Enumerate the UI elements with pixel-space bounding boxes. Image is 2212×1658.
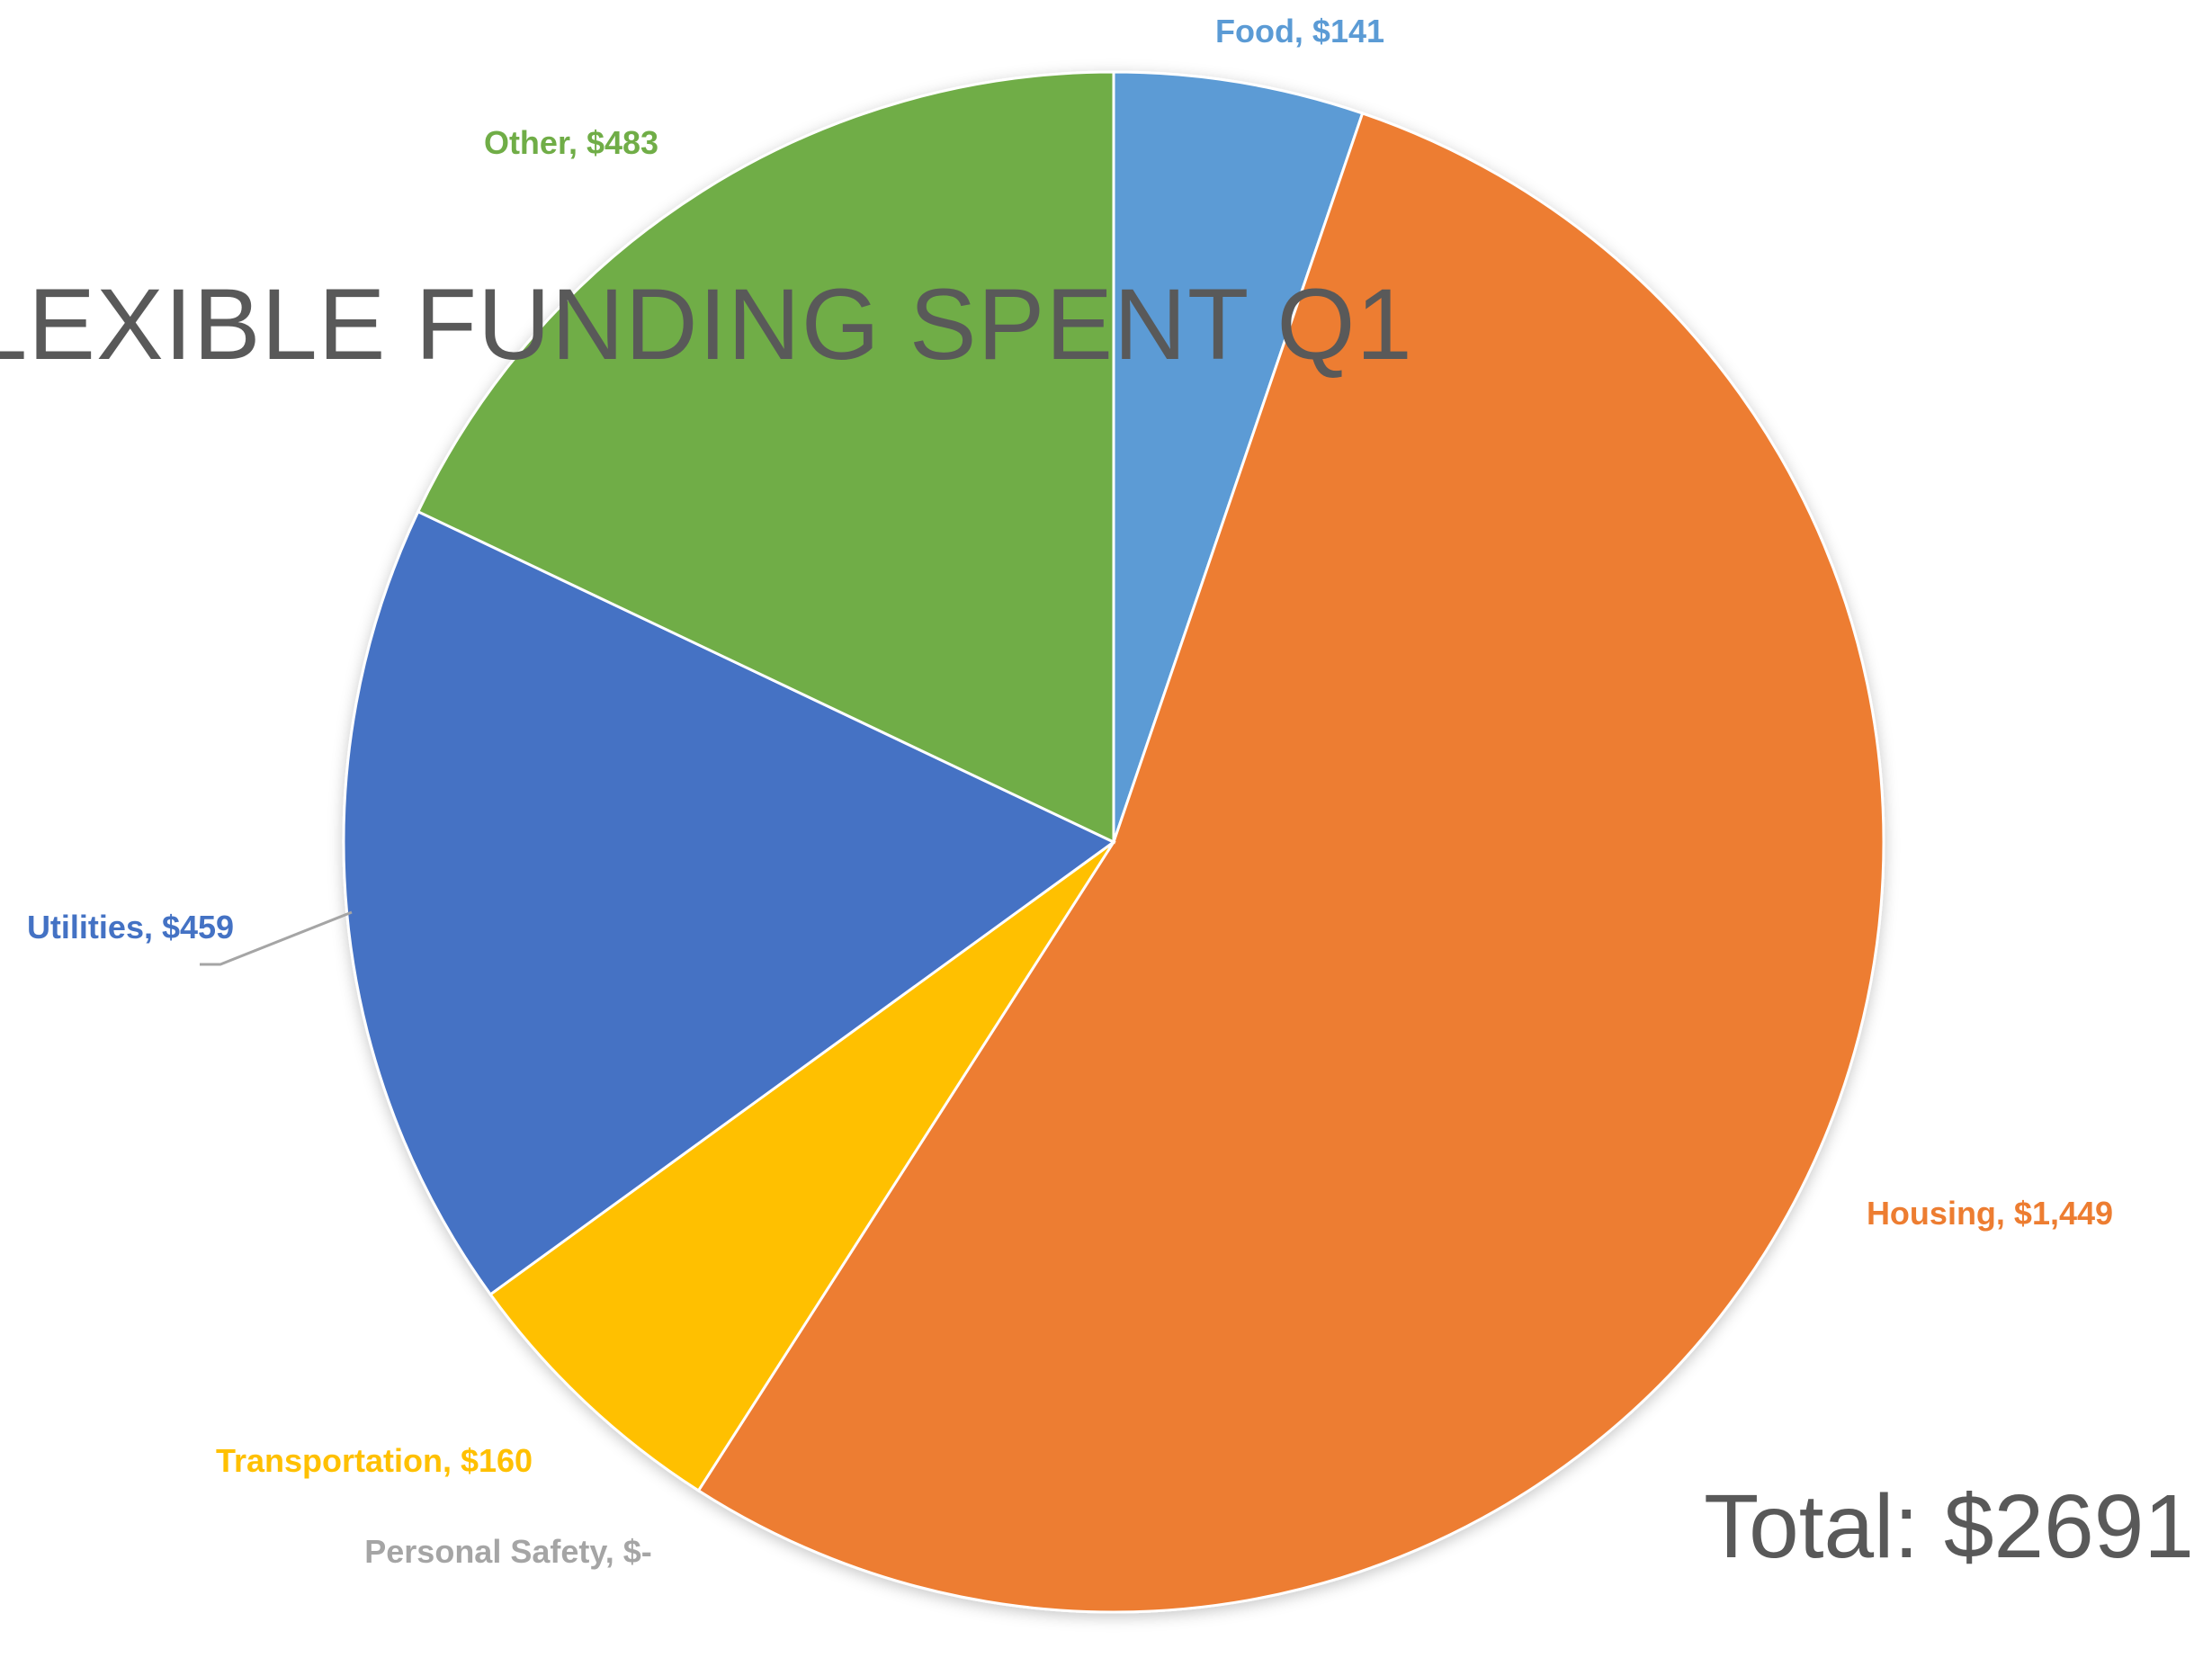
- total-label: Total: $2691: [1704, 1476, 2194, 1577]
- pie-slices: [342, 70, 1885, 1614]
- data-label-utilities: Utilities, $459: [27, 909, 234, 946]
- data-label-housing: Housing, $1,449: [1867, 1195, 2113, 1232]
- data-label-other: Other, $483: [484, 124, 658, 161]
- pie-slice-food: [1112, 70, 1365, 843]
- data-label-food: Food, $141: [1215, 13, 1384, 49]
- leader-line-utilities: [200, 910, 353, 966]
- leader-lines: [200, 910, 353, 966]
- data-label-transportation: Transportation, $160: [216, 1442, 533, 1479]
- pie-slice-transportation: [488, 840, 1115, 1492]
- pie-slice-other: [416, 70, 1115, 845]
- pie-slice-housing: [696, 112, 1885, 1614]
- chart-title: LEXIBLE FUNDING SPENT Q1: [0, 268, 1413, 381]
- data-label-personal-safety: Personal Safety, $-: [364, 1533, 651, 1570]
- data-labels: Food, $141 Housing, $1,449 Personal Safety…: [27, 13, 2113, 1570]
